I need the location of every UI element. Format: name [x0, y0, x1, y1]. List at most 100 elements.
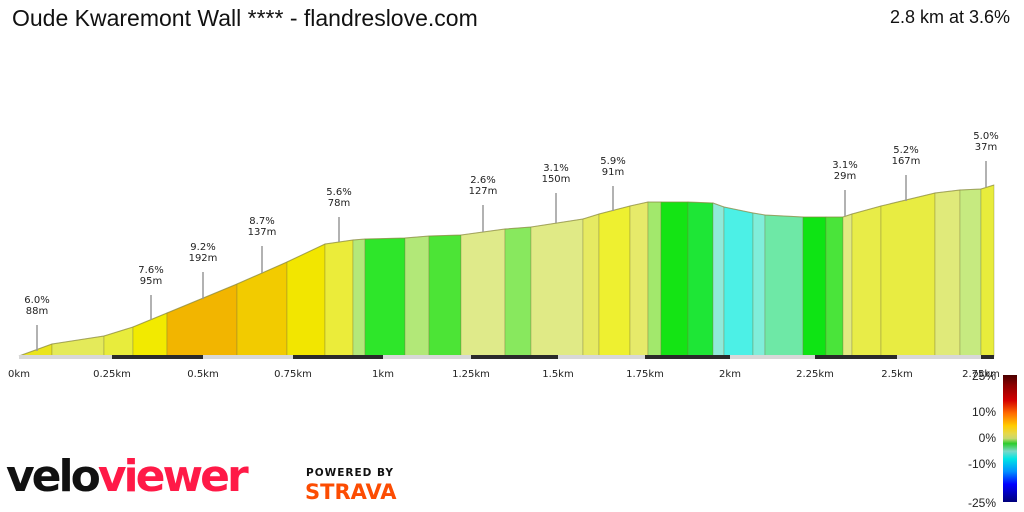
x-tick-label: 2.5km [881, 369, 912, 380]
annotation-length: 88m [26, 306, 48, 317]
segment-annotation: 5.2%167m [892, 145, 921, 201]
profile-segment[interactable] [629, 201, 649, 357]
veloviewer-logo[interactable]: veloviewer [6, 451, 249, 502]
profile-segment[interactable] [364, 237, 406, 357]
distance-bar-segment [815, 355, 897, 359]
distance-bar-segment [19, 355, 112, 359]
gradient-colorbar [1003, 375, 1017, 502]
annotation-gradient: 8.7% [249, 216, 274, 227]
annotation-length: 91m [602, 167, 624, 178]
page-title: Oude Kwaremont Wall **** - flandreslove.… [12, 5, 478, 31]
powered-by-label: POWERED BY [306, 467, 395, 479]
profile-segment[interactable] [51, 335, 105, 357]
annotation-length: 150m [542, 174, 571, 185]
x-tick-label: 0km [8, 369, 30, 380]
segment-annotation: 5.6%78m [326, 187, 352, 242]
legend-label: -10% [967, 457, 996, 471]
annotation-length: 37m [975, 142, 997, 153]
annotation-gradient: 5.6% [326, 187, 351, 198]
profile-segment[interactable] [504, 226, 532, 357]
annotation-length: 95m [140, 276, 162, 287]
distance-bar-segment [293, 355, 383, 359]
profile-segment[interactable] [324, 239, 354, 357]
annotation-gradient: 7.6% [138, 265, 163, 276]
profile-segment[interactable] [132, 312, 168, 357]
profile-segment[interactable] [712, 202, 725, 357]
annotation-gradient: 5.9% [600, 156, 625, 167]
distance-bar-segment [203, 355, 293, 359]
profile-segment[interactable] [530, 218, 584, 357]
distance-bar-segment [645, 355, 730, 359]
profile-segment[interactable] [404, 235, 430, 357]
annotation-gradient: 5.0% [973, 131, 998, 142]
x-tick-label: 0.5km [187, 369, 218, 380]
annotation-gradient: 2.6% [470, 175, 495, 186]
x-tick-label: 1.25km [452, 369, 490, 380]
profile-segment[interactable] [166, 283, 238, 357]
distance-bar [19, 355, 994, 359]
strava-logo[interactable]: STRAVA [305, 480, 397, 504]
legend-label: -25% [967, 496, 996, 510]
legend-label: 10% [971, 405, 996, 419]
profile-segment[interactable] [286, 243, 326, 357]
profile-segment[interactable] [959, 188, 982, 357]
profile-segment[interactable] [598, 205, 631, 357]
legend-label: 0% [978, 431, 996, 445]
segment-annotations: 6.0%88m 7.6%95m 9.2%192m 8.7%137m 5.6%78m 2.6… [24, 131, 999, 351]
profile-segment[interactable] [842, 213, 853, 357]
profile-segment[interactable] [980, 184, 995, 357]
profile-segment[interactable] [647, 201, 662, 357]
logo-viewer: viewer [97, 451, 249, 502]
segment-annotation: 7.6%95m [138, 265, 164, 320]
profile-segment[interactable] [851, 205, 882, 357]
profile-segment[interactable] [428, 234, 462, 357]
profile-segment[interactable] [825, 216, 844, 357]
profile-segment[interactable] [934, 189, 961, 357]
profile-segment[interactable] [582, 213, 600, 357]
segment-annotation: 3.1%29m [832, 160, 858, 216]
profile-segment[interactable] [460, 228, 506, 357]
annotation-length: 192m [189, 253, 218, 264]
logo-velo: velo [6, 451, 101, 502]
segment-annotation: 5.0%37m [973, 131, 999, 187]
annotation-length: 167m [892, 156, 921, 167]
annotation-gradient: 3.1% [543, 163, 568, 174]
profile-segment[interactable] [764, 214, 804, 357]
profile-segment[interactable] [752, 212, 766, 357]
profile-segment[interactable] [687, 201, 714, 357]
x-axis-ticks: 0km 0.25km 0.5km 0.75km 1km 1.25km 1.5km 1.75km… [8, 369, 1000, 380]
profile-segment[interactable] [802, 216, 827, 357]
x-tick-label: 1.5km [542, 369, 573, 380]
x-tick-label: 1km [372, 369, 394, 380]
profile-segments [18, 184, 995, 357]
segment-annotation: 5.9%91m [600, 156, 626, 211]
annotation-gradient: 5.2% [893, 145, 918, 156]
profile-segment[interactable] [660, 201, 689, 357]
distance-bar-segment [730, 355, 815, 359]
profile-segment[interactable] [723, 206, 754, 357]
profile-segment[interactable] [880, 192, 936, 357]
annotation-gradient: 3.1% [832, 160, 857, 171]
segment-annotation: 2.6%127m [469, 175, 498, 232]
x-tick-label: 2km [719, 369, 741, 380]
distance-bar-segment [981, 355, 994, 359]
profile-segment[interactable] [352, 238, 366, 357]
annotation-gradient: 9.2% [190, 242, 215, 253]
x-tick-label: 0.25km [93, 369, 131, 380]
annotation-length: 127m [469, 186, 498, 197]
segment-annotation: 8.7%137m [248, 216, 277, 273]
annotation-length: 137m [248, 227, 277, 238]
profile-segment[interactable] [236, 261, 288, 357]
climb-summary: 2.8 km at 3.6% [889, 7, 1010, 27]
x-tick-label: 2.25km [796, 369, 834, 380]
annotation-gradient: 6.0% [24, 295, 49, 306]
x-tick-label: 0.75km [274, 369, 312, 380]
x-tick-label: 2.75km [962, 369, 1000, 380]
segment-annotation: 3.1%150m [542, 163, 571, 223]
distance-bar-segment [558, 355, 645, 359]
distance-bar-segment [112, 355, 203, 359]
segment-annotation: 9.2%192m [189, 242, 218, 299]
legend-label: 25% [971, 369, 996, 383]
x-tick-label: 1.75km [626, 369, 664, 380]
distance-bar-segment [383, 355, 471, 359]
